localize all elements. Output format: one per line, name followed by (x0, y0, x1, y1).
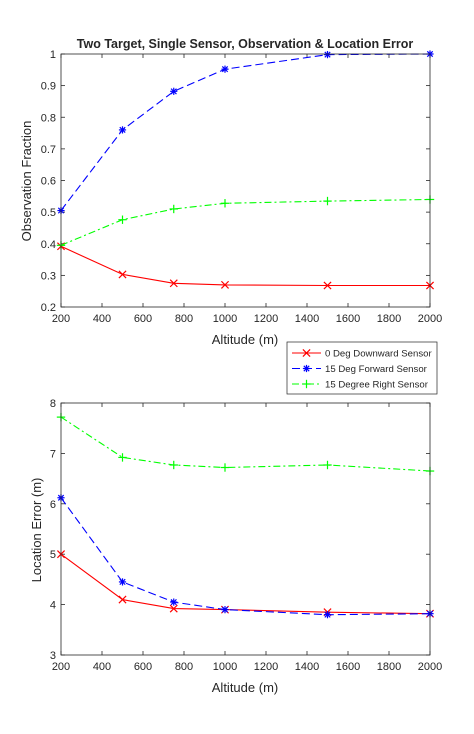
data-point (323, 51, 332, 59)
series-right (56, 412, 435, 476)
data-point (221, 606, 229, 614)
data-point (169, 204, 178, 214)
x-tick-label: 200 (52, 661, 70, 673)
y-tick-label: 0.8 (41, 112, 56, 124)
y-axis-label: Location Error (m) (29, 478, 44, 583)
data-point (170, 87, 178, 95)
x-axis-label: Altitude (m) (212, 332, 278, 347)
y-tick-label: 7 (50, 448, 56, 460)
x-tick-label: 1600 (336, 313, 360, 325)
data-point (170, 598, 178, 606)
data-point (118, 126, 127, 134)
legend-entry: 0 Deg Downward Sensor (292, 349, 432, 360)
data-point (221, 65, 229, 73)
y-tick-label: 6 (50, 499, 56, 511)
legend-entry: 15 Deg Forward Sensor (292, 364, 428, 375)
data-point (220, 463, 230, 472)
data-point (169, 460, 178, 470)
data-point (118, 453, 127, 462)
y-tick-label: 3 (50, 650, 56, 662)
data-point (118, 578, 127, 586)
legend-label: 0 Deg Downward Sensor (325, 349, 432, 360)
y-tick-label: 0.2 (41, 302, 56, 314)
x-tick-label: 400 (93, 661, 111, 673)
legend-entry: 15 Degree Right Sensor (292, 380, 429, 391)
axes-background (61, 54, 430, 307)
location-error-chart: 200 400 600 800 1000 1200 1400 1600 1800 2000 3 4 5 6… (29, 398, 442, 695)
x-tick-label: 1800 (377, 661, 401, 673)
y-tick-label: 0.7 (41, 144, 56, 156)
axes-frame (60, 53, 431, 308)
x-tick-label: 1000 (213, 661, 237, 673)
legend: 0 Deg Downward Sensor 15 Deg Forward Sens… (286, 341, 438, 395)
series-forward (57, 494, 434, 619)
data-point (169, 604, 178, 613)
series-right (56, 195, 435, 250)
y-tick-label: 1 (50, 49, 56, 61)
y-axis-label: Observation Fraction (19, 121, 34, 242)
series-downward (56, 242, 435, 290)
x-tick-label: 1600 (336, 661, 360, 673)
y-tick-label: 0.5 (41, 207, 56, 219)
x-tick-label: 1400 (295, 313, 319, 325)
legend-marker (302, 364, 311, 373)
x-tick-label: 600 (134, 661, 152, 673)
chart-title: Two Target, Single Sensor, Observation &… (77, 37, 414, 51)
x-tick-label: 600 (134, 313, 152, 325)
data-point (169, 279, 178, 288)
legend-marker (302, 379, 311, 389)
x-tick-label: 200 (52, 313, 70, 325)
legend-label: 15 Degree Right Sensor (325, 380, 429, 391)
x-tick-label: 1000 (213, 313, 237, 325)
x-tick-label: 400 (93, 313, 111, 325)
x-tick-label: 1400 (295, 661, 319, 673)
data-point (323, 196, 332, 206)
x-tick-label: 1200 (254, 313, 278, 325)
series-line (60, 198, 431, 246)
data-point (323, 460, 332, 470)
y-tick-label: 0.3 (41, 270, 56, 282)
observation-fraction-chart: Two Target, Single Sensor, Observation &… (19, 37, 442, 347)
y-tick-label: 0.6 (41, 176, 56, 188)
data-point (323, 281, 332, 290)
data-point (220, 199, 230, 208)
data-point (323, 611, 332, 619)
data-point (220, 280, 230, 289)
y-tick-label: 4 (50, 600, 56, 612)
legend-label: 15 Deg Forward Sensor (325, 364, 428, 375)
x-tick-label: 1200 (254, 661, 278, 673)
y-tick-label: 0.4 (41, 239, 56, 251)
x-tick-label: 800 (175, 313, 193, 325)
data-point (118, 270, 127, 279)
y-tick-label: 5 (50, 549, 56, 561)
location-error-plot-area: 200 400 600 800 1000 1200 1400 1600 1800 2000 3 4 5 6… (50, 398, 442, 673)
data-point (118, 215, 127, 224)
y-tick-label: 0.9 (41, 81, 56, 93)
series-line (60, 245, 430, 287)
x-tick-label: 2000 (418, 313, 442, 325)
series-line (60, 416, 431, 472)
observation-plot-area: 200 400 600 800 1000 1200 1400 1600 1800 2000 0.2 0… (41, 49, 443, 325)
series-line (60, 553, 431, 615)
axes-background (61, 403, 430, 655)
y-tick-label: 8 (50, 398, 56, 410)
x-axis-label: Altitude (m) (212, 680, 278, 695)
legend-marker (302, 348, 311, 358)
series-line (60, 53, 431, 211)
x-tick-label: 1800 (377, 313, 401, 325)
x-tick-label: 2000 (418, 661, 442, 673)
axes-frame (60, 402, 431, 656)
data-point (118, 595, 127, 604)
series-line (60, 497, 431, 616)
x-tick-label: 800 (175, 661, 193, 673)
